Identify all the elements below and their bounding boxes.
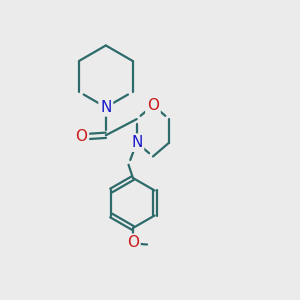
- Text: O: O: [75, 129, 87, 144]
- Text: N: N: [131, 135, 142, 150]
- Text: N: N: [100, 100, 112, 115]
- Text: O: O: [127, 235, 139, 250]
- Text: O: O: [147, 98, 159, 113]
